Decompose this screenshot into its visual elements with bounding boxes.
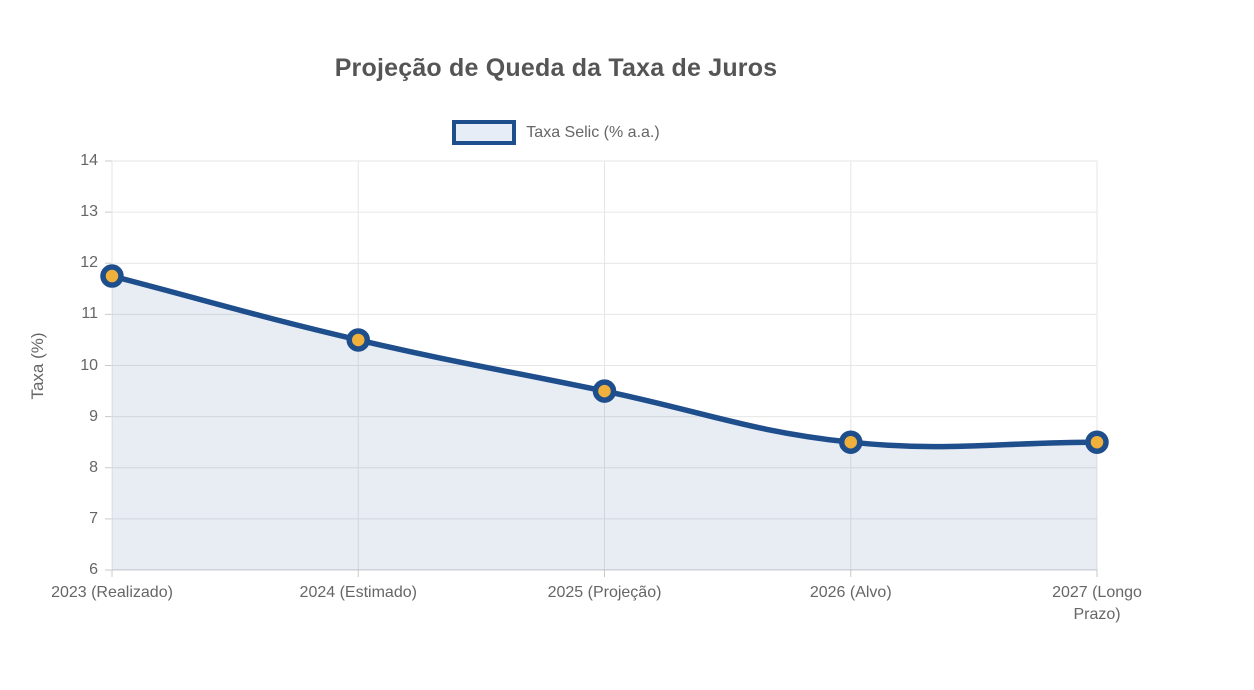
y-tick-label: 10 [80, 356, 98, 374]
data-point-marker[interactable] [592, 379, 617, 403]
y-tick-label: 14 [80, 152, 98, 169]
y-tick-label: 9 [89, 407, 98, 425]
legend[interactable]: Taxa Selic (% a.a.) [0, 120, 1112, 145]
chart-title-row: Projeção de Queda da Taxa de Juros [0, 54, 1112, 83]
data-point-marker[interactable] [100, 264, 124, 288]
legend-label: Taxa Selic (% a.a.) [526, 123, 660, 141]
y-tick-label: 7 [89, 509, 98, 527]
y-tick-label: 13 [80, 203, 98, 221]
x-tick-label: 2023 (Realizado) [51, 584, 173, 601]
x-tick-label: 2026 (Alvo) [809, 584, 892, 601]
data-point-marker[interactable] [839, 430, 863, 454]
y-tick-label: 11 [81, 305, 98, 323]
legend-swatch-icon [452, 120, 517, 145]
y-tick-label: 8 [89, 458, 98, 476]
x-tick-label: 2025 (Projeção) [547, 584, 662, 601]
y-tick-label: 6 [89, 561, 98, 578]
x-tick-label: 2027 (Longo Prazo) [1052, 584, 1142, 623]
y-tick-label: 12 [80, 254, 98, 272]
data-point-marker[interactable] [346, 328, 370, 352]
chart-title: Projeção de Queda da Taxa de Juros [334, 54, 778, 82]
x-tick-label: 2024 (Estimado) [299, 584, 417, 601]
data-point-marker[interactable] [1085, 430, 1109, 454]
